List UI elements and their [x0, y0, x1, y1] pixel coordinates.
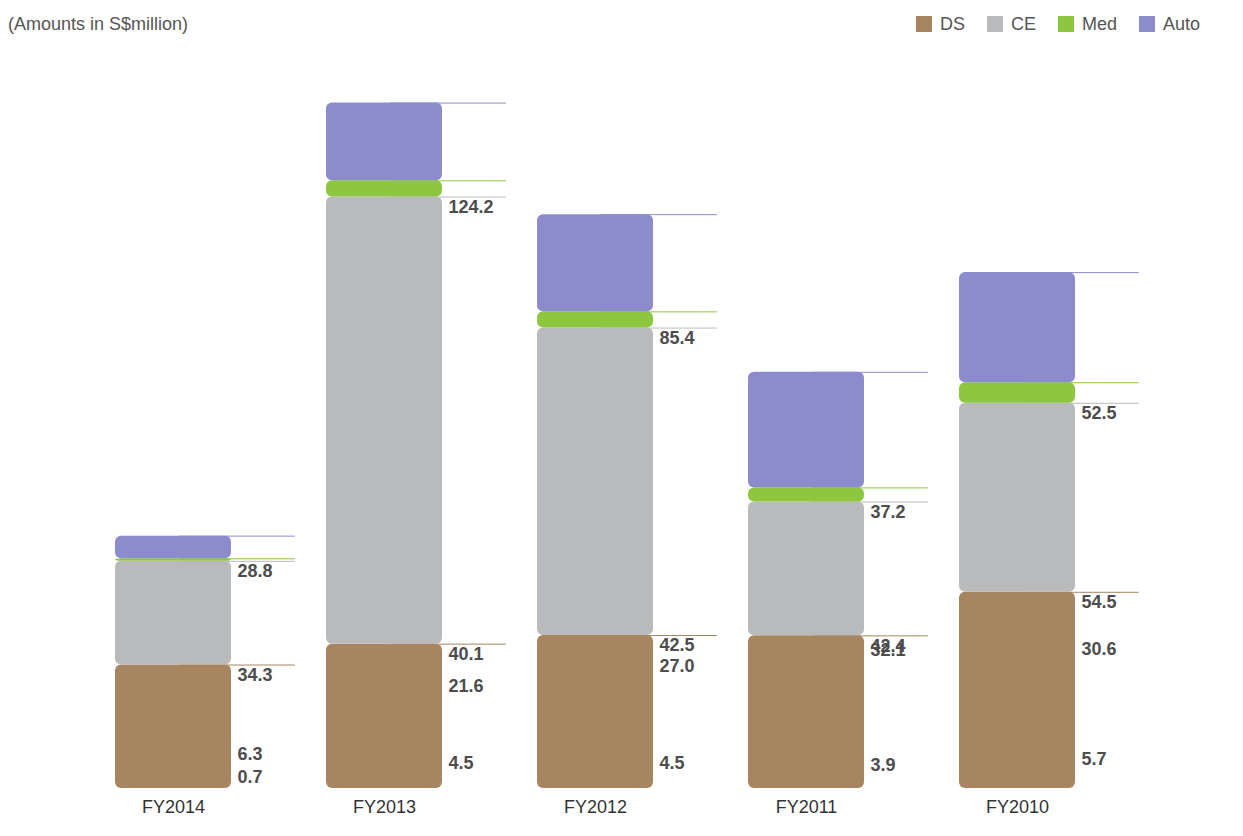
svg-text:124.2: 124.2	[449, 197, 494, 217]
svg-text:FY2012: FY2012	[564, 797, 627, 817]
svg-text:5.7: 5.7	[1082, 749, 1107, 769]
html-text:DS: DS	[939, 13, 965, 34]
svg-text:FY2010: FY2010	[986, 797, 1049, 817]
svg-text:85.4: 85.4	[660, 328, 695, 348]
svg-text:21.6: 21.6	[449, 676, 484, 696]
svg-text:FY2013: FY2013	[353, 797, 416, 817]
svg-text:40.1: 40.1	[449, 644, 484, 664]
svg-text:28.8: 28.8	[238, 561, 273, 581]
svg-text:4.5: 4.5	[660, 753, 685, 773]
svg-text:42.5: 42.5	[660, 635, 695, 655]
html-text:Auto: Auto	[1163, 13, 1200, 34]
svg-text:37.2: 37.2	[871, 502, 906, 522]
svg-text:34.3: 34.3	[238, 665, 273, 685]
svg-text:FY2014: FY2014	[142, 797, 205, 817]
html-text:(Amounts in S$million): (Amounts in S$million)	[8, 13, 189, 34]
svg-text:32.1: 32.1	[871, 640, 906, 660]
svg-text:27.0: 27.0	[660, 656, 695, 676]
svg-text:54.5: 54.5	[1082, 592, 1117, 612]
svg-text:0.7: 0.7	[238, 767, 263, 787]
html-text:Med: Med	[1082, 13, 1117, 34]
svg-text:FY2011: FY2011	[776, 797, 838, 817]
html-text:CE: CE	[1010, 13, 1036, 34]
svg-text:52.5: 52.5	[1082, 403, 1117, 423]
svg-text:4.5: 4.5	[449, 753, 474, 773]
svg-text:30.6: 30.6	[1082, 639, 1117, 659]
svg-text:6.3: 6.3	[238, 744, 263, 764]
svg-text:3.9: 3.9	[871, 755, 896, 775]
